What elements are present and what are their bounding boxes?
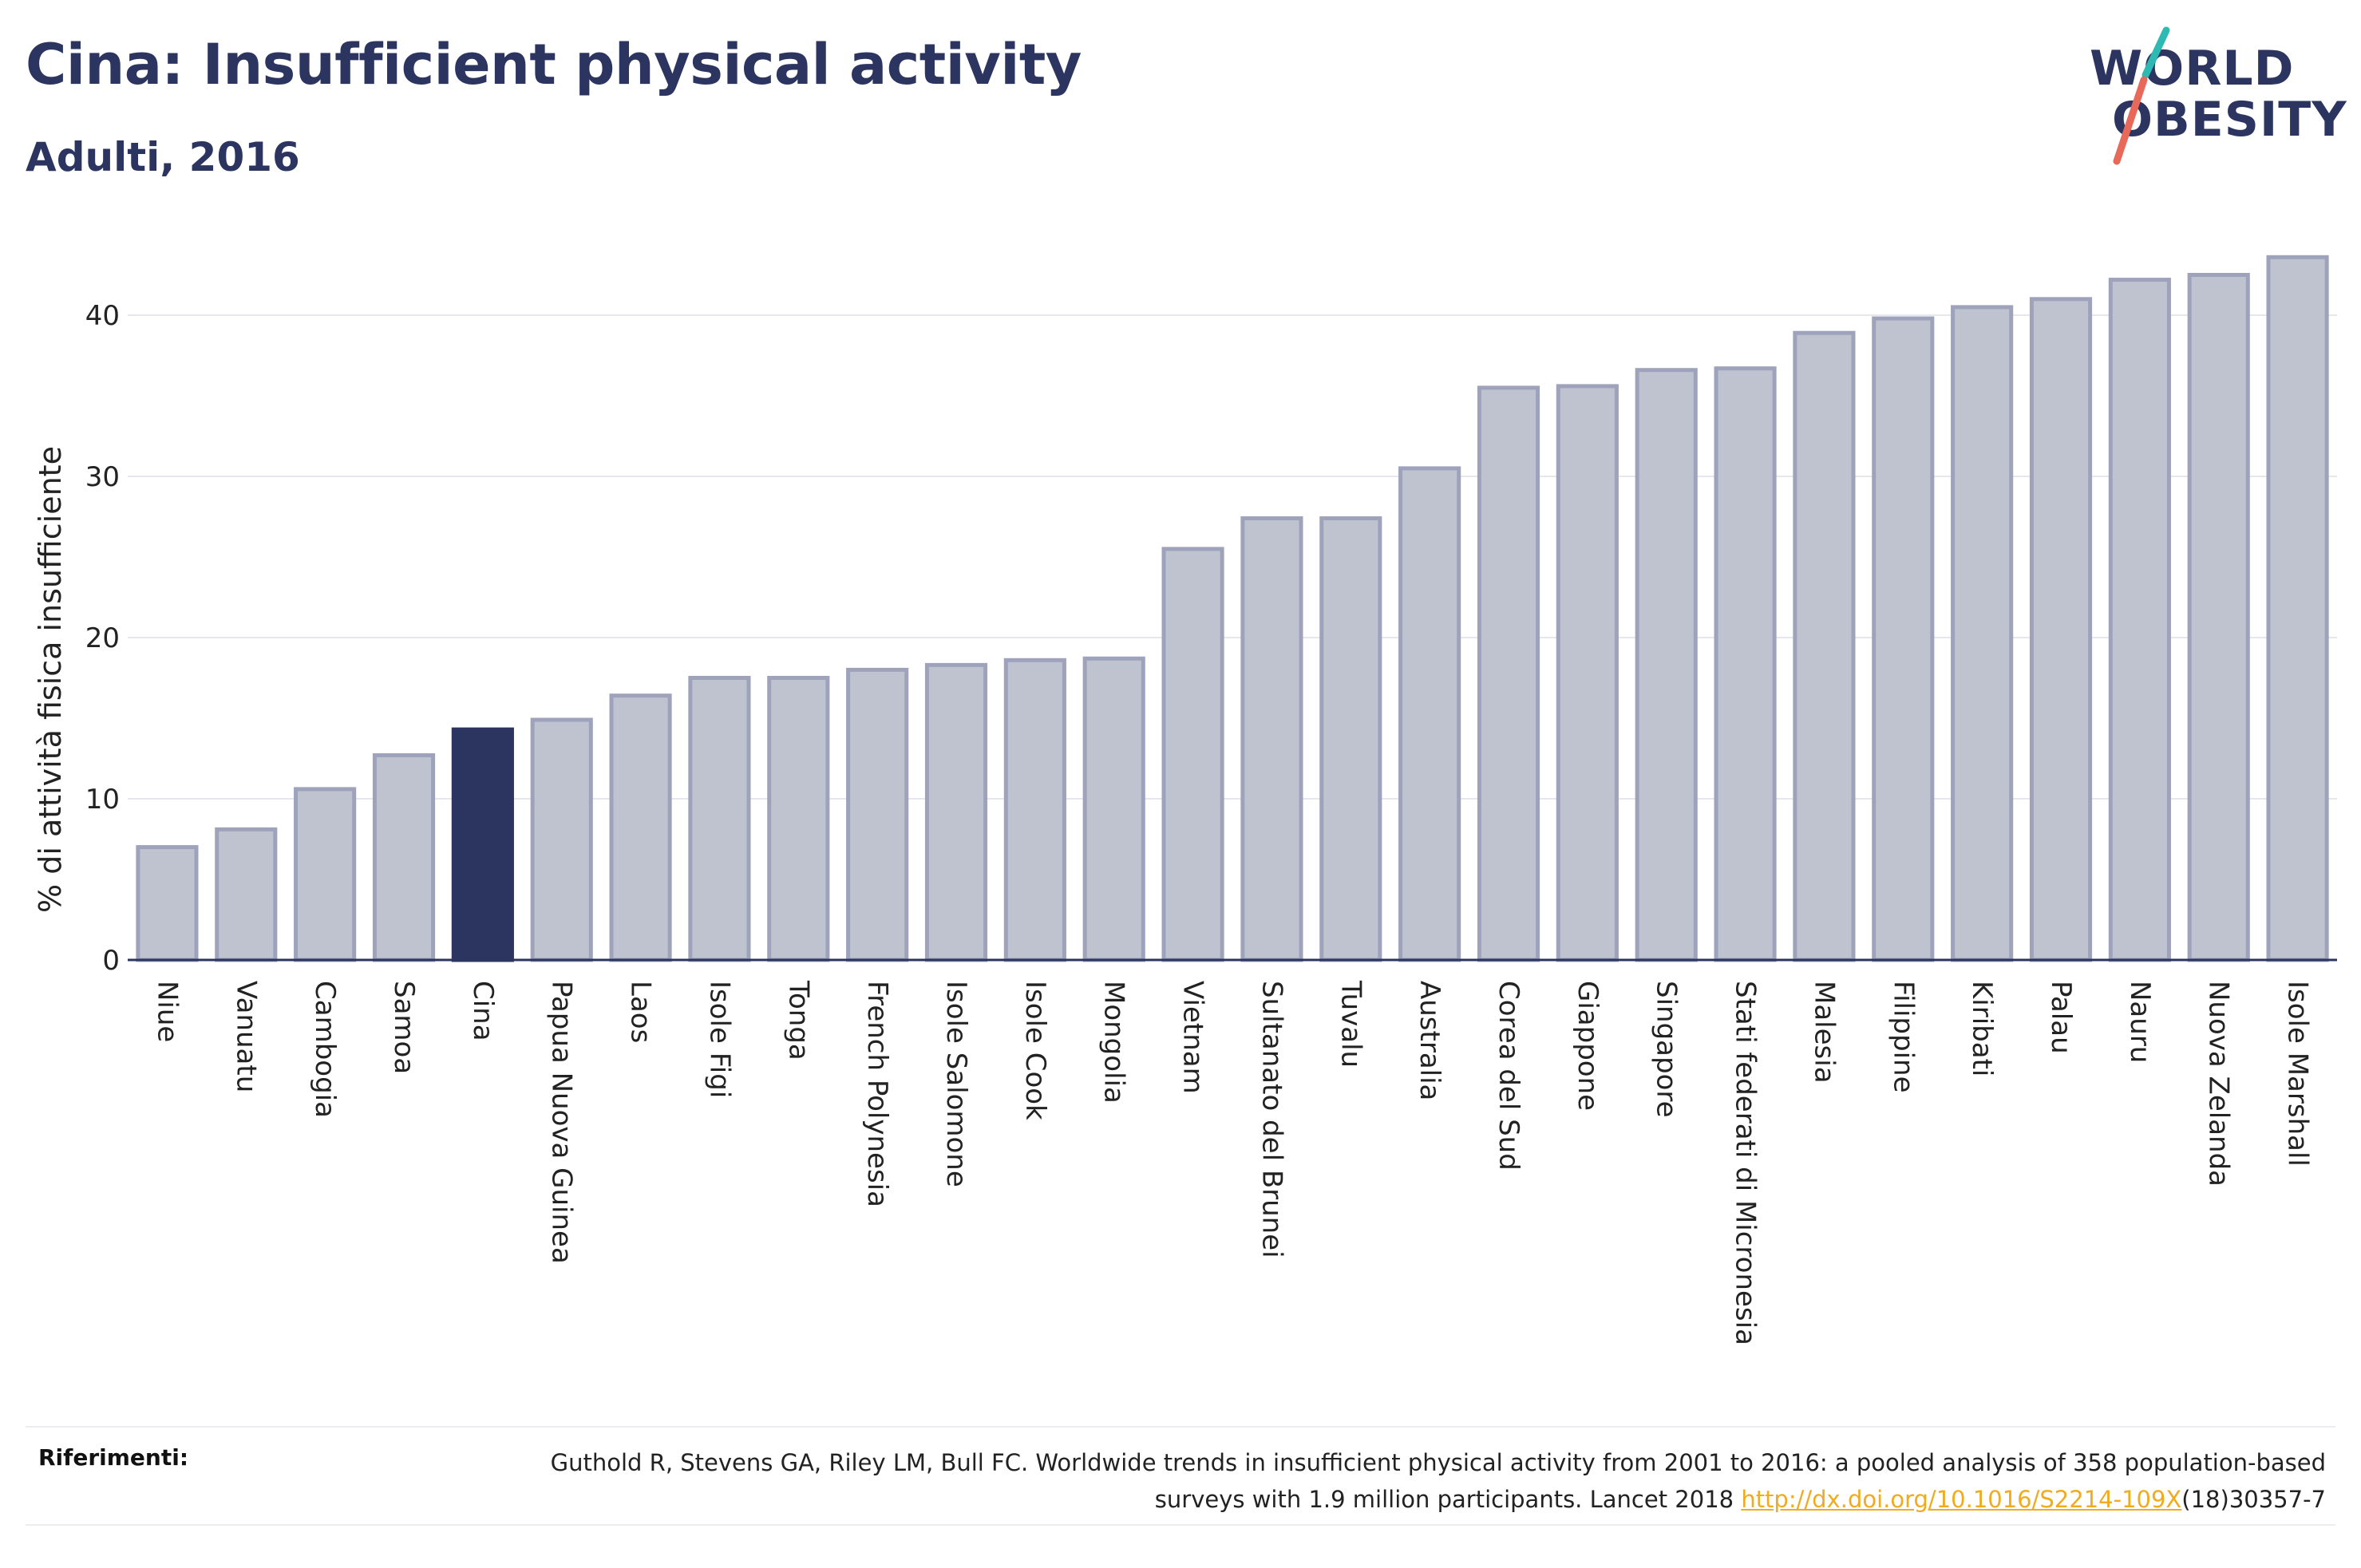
x-tick-label: Malesia <box>1808 981 1840 1084</box>
bar-isole-marshall <box>2266 255 2329 962</box>
x-tick-label: Papua Nuova Guinea <box>546 981 578 1264</box>
bar-nauru <box>2108 278 2171 962</box>
bar-french-polynesia <box>846 667 909 962</box>
x-tick-label: Isole Figi <box>703 981 735 1098</box>
world-obesity-logo: WORLD OBESITY <box>2083 24 2347 168</box>
logo-line-2: OBESITY <box>2112 92 2347 148</box>
y-tick-label: 20 <box>85 622 120 654</box>
x-tick-label: Vietnam <box>1177 981 1209 1094</box>
x-tick-label: Vanuatu <box>230 981 262 1092</box>
references-doi-link[interactable]: http://dx.doi.org/10.1016/S2214-109X <box>1741 1486 2182 1513</box>
x-tick-label: Samoa <box>388 981 420 1074</box>
references-divider-bottom <box>26 1524 2335 1526</box>
bar-palau <box>2029 297 2093 962</box>
x-tick-label: Palau <box>2045 981 2077 1054</box>
x-tick-label: Stati federati di Micronesia <box>1730 981 1762 1345</box>
x-tick-label: French Polynesia <box>861 981 893 1207</box>
bar-vietnam <box>1161 547 1224 962</box>
chart-title: Cina: Insufficient physical activity <box>26 32 1082 97</box>
references-divider-top <box>26 1426 2335 1428</box>
x-tick-label: Cambogia <box>309 981 341 1118</box>
x-tick-label: Mongolia <box>1098 981 1130 1104</box>
references-label: Riferimenti: <box>38 1444 189 1471</box>
x-tick-label: Isole Marshall <box>2282 981 2314 1167</box>
bar-sultanato-del-brunei <box>1240 516 1303 962</box>
references-citation-suffix: (18)30357-7 <box>2181 1486 2326 1513</box>
bar-isole-figi <box>688 676 751 962</box>
x-tick-label: Giappone <box>1572 981 1604 1111</box>
x-tick-label: Niue <box>151 981 183 1042</box>
bar-tuvalu <box>1319 516 1382 962</box>
x-tick-label: Tonga <box>782 980 814 1060</box>
references-text: Guthold R, Stevens GA, Riley LM, Bull FC… <box>490 1444 2326 1518</box>
x-tick-label: Nuova Zelanda <box>2203 981 2235 1187</box>
bar-corea-del-sud <box>1477 385 1540 962</box>
bar-nuova-zelanda <box>2187 273 2250 962</box>
y-tick-label: 40 <box>85 300 120 332</box>
bar-chart: 0 10 20 30 40 Niue Vanuatu Cambogia Samoa Cina Pa… <box>33 255 2337 1345</box>
x-tick-label: Kiribati <box>1966 981 1998 1076</box>
bar-samoa <box>372 752 436 962</box>
references-citation: Guthold R, Stevens GA, Riley LM, Bull FC… <box>550 1449 2326 1513</box>
x-tick-label: Isole Cook <box>1019 981 1051 1120</box>
bar-isole-salomone <box>924 662 988 962</box>
bar-filippine <box>1872 316 1935 962</box>
bar-cina <box>451 727 514 962</box>
logo-line-1: WORLD <box>2090 41 2295 97</box>
x-tick-label: Laos <box>625 981 657 1043</box>
bar-kiribati <box>1951 305 2014 962</box>
bar-niue <box>136 845 199 962</box>
bar-papua-nuova-guinea <box>530 717 593 962</box>
y-axis-ticks: 0 10 20 30 40 <box>85 300 120 977</box>
bar-tonga <box>767 676 830 962</box>
logo-slash-icon <box>2113 26 2170 165</box>
x-tick-label: Australia <box>1414 981 1445 1100</box>
x-tick-label: Corea del Sud <box>1493 981 1525 1171</box>
bar-mongolia <box>1082 656 1145 962</box>
chart-subtitle: Adulti, 2016 <box>26 134 300 180</box>
x-tick-label: Cina <box>467 981 499 1041</box>
bar-malesia <box>1793 330 1856 962</box>
bar-australia <box>1398 466 1461 962</box>
y-tick-label: 10 <box>85 784 120 816</box>
y-tick-label: 0 <box>102 945 120 977</box>
bar-cambogia <box>294 787 357 962</box>
x-tick-label: Singapore <box>1651 981 1683 1118</box>
y-axis-title: % di attività fisica insufficiente <box>33 446 68 913</box>
bar-isole-cook <box>1003 658 1066 962</box>
y-tick-label: 30 <box>85 461 120 493</box>
x-tick-label: Filippine <box>1887 981 1919 1093</box>
bar-stati-federati-di-micronesia <box>1714 366 1777 962</box>
bar-singapore <box>1635 368 1698 962</box>
x-tick-label: Nauru <box>2124 981 2156 1063</box>
bar-laos <box>609 693 672 962</box>
x-tick-label: Isole Salomone <box>940 981 972 1187</box>
x-axis-labels: Niue Vanuatu Cambogia Samoa Cina Papua Nuova … <box>151 980 2313 1345</box>
x-tick-label: Tuvalu <box>1335 980 1366 1068</box>
bar-giappone <box>1556 384 1619 962</box>
bars <box>136 255 2329 962</box>
x-tick-label: Sultanato del Brunei <box>1256 981 1287 1258</box>
bar-vanuatu <box>215 827 278 962</box>
